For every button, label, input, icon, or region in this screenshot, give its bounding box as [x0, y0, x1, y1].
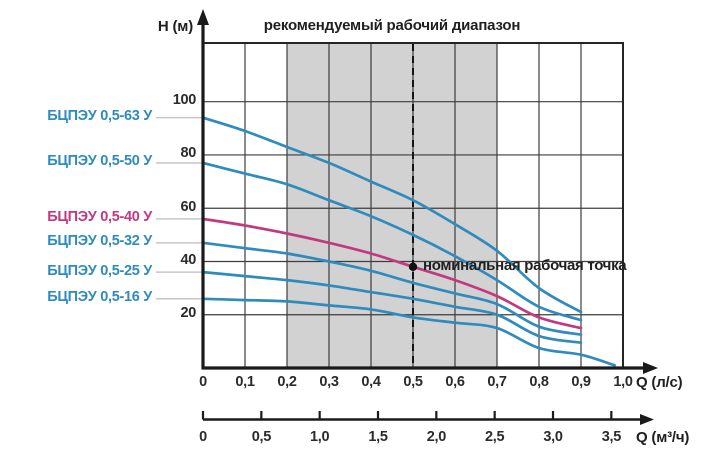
- secondary-axis-tick-label: 0,5: [251, 429, 272, 445]
- x-axis-tick-label: 0,3: [319, 374, 339, 390]
- chart-title: рекомендуемый рабочий диапазон: [263, 17, 521, 34]
- pump-curve: [201, 297, 616, 367]
- pump-label: БЦПЭУ 0,5-50 У: [47, 153, 152, 170]
- x-axis-tick-label: 0,8: [529, 374, 549, 390]
- pump-label: БЦПЭУ 0,5-32 У: [47, 233, 152, 250]
- nominal-point-label: номинальная рабочая точка: [423, 257, 627, 274]
- secondary-axis-tick-label: 1,5: [368, 429, 388, 445]
- secondary-axis-tick-label: 0: [199, 429, 207, 445]
- x-axis-tick-label: 0,5: [403, 374, 423, 390]
- pump-label: БЦПЭУ 0,5-40 У: [47, 209, 152, 226]
- pump-curve: [201, 161, 583, 322]
- secondary-axis-tick-label: 1,0: [310, 429, 330, 445]
- nominal-point-dot: [408, 262, 418, 272]
- pump-curve: [201, 217, 583, 330]
- y-axis-tick-label: 40: [180, 251, 196, 268]
- y-axis-tick-label: 60: [180, 198, 196, 215]
- x-axis-tick-label: 0,9: [571, 374, 591, 390]
- secondary-axis-tick-label: 2,0: [426, 429, 447, 445]
- x-axis-primary-title: Q (л/с): [636, 374, 683, 391]
- x-axis-tick-label: 0,6: [445, 374, 465, 390]
- x-axis-arrowhead: [643, 362, 658, 374]
- pump-label: БЦПЭУ 0,5-63 У: [47, 108, 152, 125]
- pump-label: БЦПЭУ 0,5-25 У: [47, 262, 152, 279]
- pump-curve: [201, 270, 583, 345]
- pump-label: БЦПЭУ 0,5-16 У: [47, 289, 152, 306]
- secondary-axis-tick-label: 2,5: [485, 429, 505, 445]
- secondary-axis-tick-label: 3,5: [601, 429, 622, 445]
- x-axis-secondary-title: Q (м³/ч): [636, 429, 690, 446]
- y-axis-tick-label: 20: [180, 305, 196, 322]
- y-axis-arrowhead: [197, 9, 209, 25]
- x-axis-tick-label: 0,4: [361, 374, 381, 390]
- pump-curve: [201, 241, 583, 337]
- x-axis-tick-label: 0,1: [235, 374, 255, 390]
- x-axis-tick-label: 0,7: [487, 374, 507, 390]
- y-axis-tick-label: 80: [180, 145, 196, 162]
- y-axis-title: H (м): [157, 18, 193, 35]
- x-axis-tick-label: 1,0: [613, 374, 633, 390]
- recommended-range-band: [287, 43, 497, 368]
- y-axis-tick-label: 100: [172, 92, 197, 109]
- x-axis-tick-label: 0: [199, 374, 207, 390]
- secondary-axis-tick-label: 3,0: [543, 429, 563, 445]
- pump-curve: [201, 116, 583, 314]
- secondary-axis-arrowhead: [640, 414, 654, 425]
- x-axis-tick-label: 0,2: [277, 374, 297, 390]
